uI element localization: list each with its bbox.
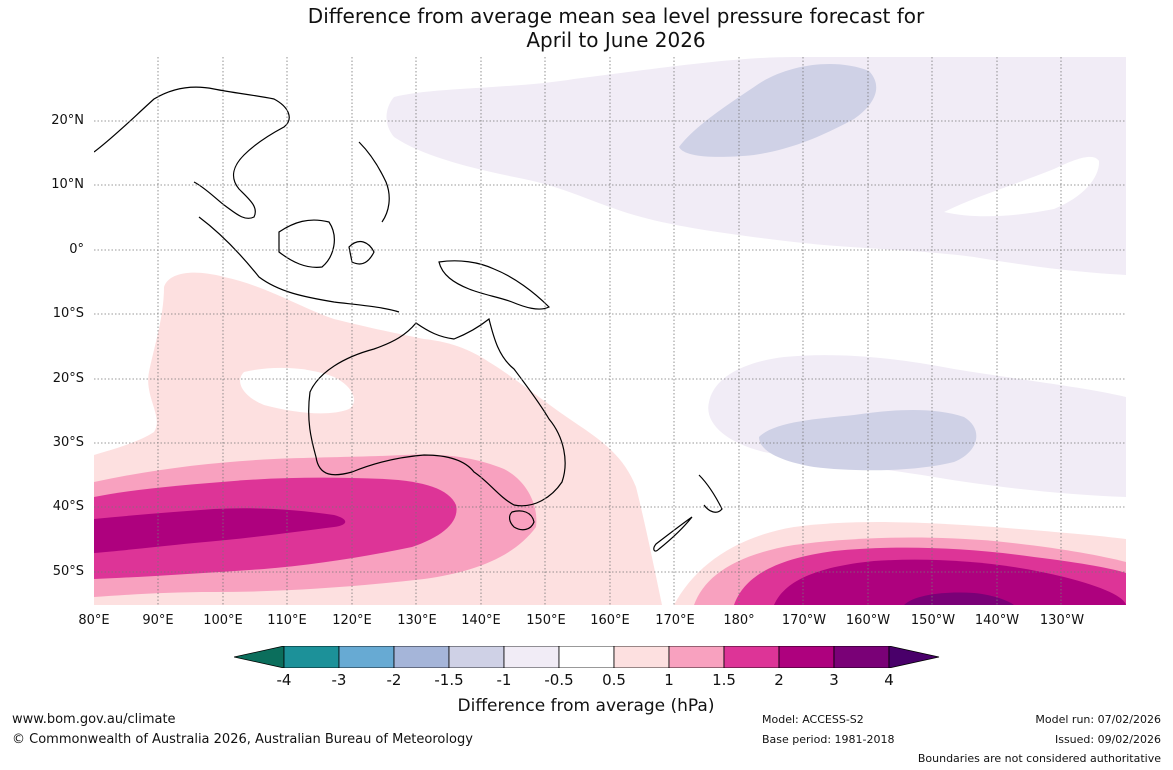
lon-label-150w: 150°W [910,613,956,628]
lon-label-170w: 170°W [781,613,827,628]
legend-tick: 1 [664,671,674,689]
legend-tick: -1.5 [434,671,464,689]
lon-label-140e: 140°E [461,613,501,628]
lat-label-40s: 40°S [52,499,84,514]
southeast-pacific-band-2 [774,559,1126,605]
legend-swatch-1p5-to-1 [448,646,505,668]
lon-label-140w: 140°W [974,613,1020,628]
lon-label-180: 180° [723,613,755,628]
legend-swatch-above-4 [888,646,940,668]
chart-title: Difference from average mean sea level p… [0,4,1173,52]
legend-tick: -0.5 [544,671,574,689]
legend-swatch-4-to-3 [283,646,340,668]
lat-label-10s: 10°S [52,306,84,321]
legend-swatch-1-to-0p5 [503,646,560,668]
new-guinea-outline [438,260,551,310]
pressure-anomaly-map [94,57,1126,605]
legend-swatch-2-to-1p5 [393,646,450,668]
legend-tick: 2 [774,671,784,689]
legend-swatch-below-4 [234,646,285,668]
lat-label-10n: 10°N [51,177,84,192]
legend-tick: 1.5 [712,671,736,689]
legend-swatch-0p5-to-1 [613,646,670,668]
asia-outline [94,86,290,219]
lat-label-0: 0° [69,242,84,257]
title-line-2: April to June 2026 [526,28,706,52]
boundaries-disclaimer: Boundaries are not considered authoritat… [917,752,1161,765]
legend-tick: -3 [331,671,347,689]
lon-label-120e: 120°E [332,613,372,628]
lon-label-160w: 160°W [845,613,891,628]
indonesia-outline [198,216,400,313]
title-line-1: Difference from average mean sea level p… [307,4,925,28]
lon-label-130w: 130°W [1039,613,1085,628]
philippines-outline [358,141,390,223]
legend-swatch-1-to-1p5 [668,646,725,668]
lon-label-90e: 90°E [142,613,174,628]
lon-label-100e: 100°E [203,613,243,628]
positive-band-2 [94,508,346,553]
model-run-date: Model run: 07/02/2026 [1035,713,1161,726]
lon-label-130e: 130°E [397,613,437,628]
lat-label-20s: 20°S [52,371,84,386]
model-name: Model: ACCESS-S2 [762,713,864,726]
north-pacific-negative-region [386,57,1126,275]
legend-colorbar [234,646,940,668]
legend-swatch-2-to-3 [778,646,835,668]
legend-tick: 3 [829,671,839,689]
legend-swatch-3-to-2 [338,646,395,668]
lon-label-160e: 160°E [590,613,630,628]
legend-swatch-1p5-to-2 [723,646,780,668]
legend-title: Difference from average (hPa) [457,696,715,716]
legend-tick: 0.5 [602,671,626,689]
website-link[interactable]: www.bom.gov.au/climate [12,712,176,727]
legend-tick: -2 [386,671,402,689]
copyright-text: © Commonwealth of Australia 2026, Austra… [12,732,473,747]
new-zealand-outline [653,474,723,552]
south-pacific-stronger-negative [759,410,977,471]
lat-label-30s: 30°S [52,435,84,450]
north-pacific-whitehole [944,156,1100,217]
tasmania-outline [508,510,535,531]
legend-tick: 4 [884,671,894,689]
legend-tick: -1 [496,671,512,689]
legend-swatch-3-to-4 [833,646,890,668]
lon-label-110e: 110°E [267,613,307,628]
graticule [94,57,1126,605]
base-period: Base period: 1981-2018 [762,733,895,746]
legend-tick: -4 [276,671,292,689]
issued-date: Issued: 09/02/2026 [1054,733,1161,746]
southeast-pacific-band-3 [904,592,1014,605]
lon-label-150e: 150°E [526,613,566,628]
legend-swatch-neutral [558,646,615,668]
lat-label-20n: 20°N [51,113,84,128]
north-pacific-stronger-negative [679,64,877,157]
lat-label-50s: 50°S [52,564,84,579]
lon-label-80e: 80°E [78,613,110,628]
lon-label-170e: 170°E [655,613,695,628]
